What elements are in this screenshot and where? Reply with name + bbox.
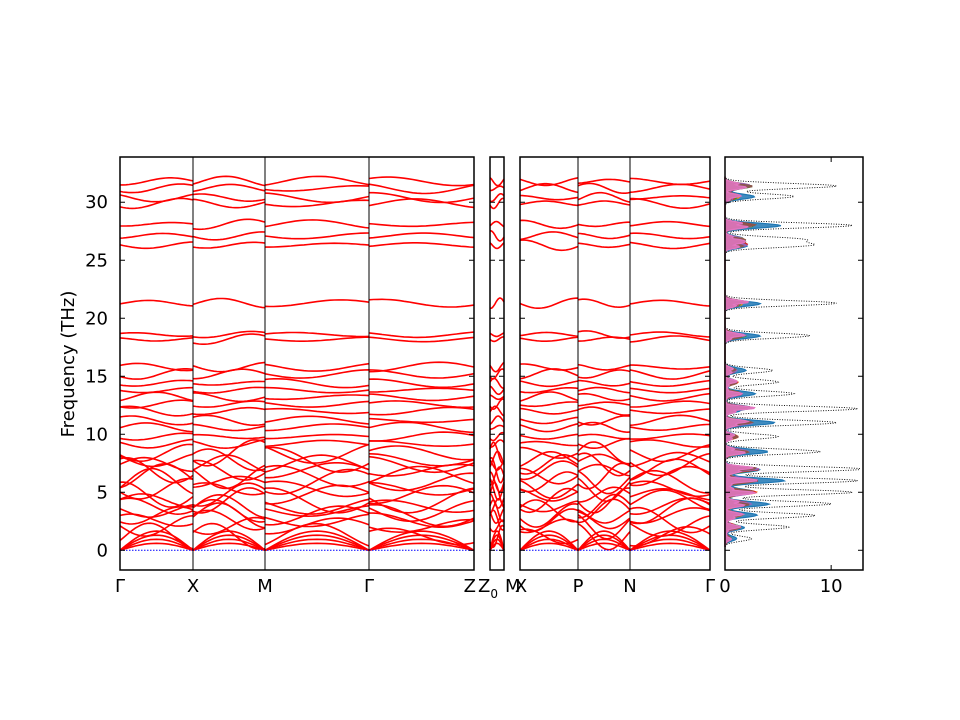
band-line [119, 239, 711, 252]
band-line [119, 421, 711, 434]
band-line [119, 361, 711, 373]
band-line [119, 522, 711, 551]
dos-x-tick-label: 10 [820, 576, 843, 597]
band-line [119, 182, 711, 195]
x-tick-label: Z [464, 576, 476, 597]
x-tick-label: Γ [115, 576, 125, 597]
band-line [119, 542, 711, 552]
x-tick-label: M [505, 576, 521, 597]
axes-frame [519, 156, 711, 571]
y-axis-label: Frequency (THz) [58, 291, 79, 438]
x-tick-label: P [573, 576, 584, 597]
y-tick-label: 5 [97, 482, 108, 503]
band-line [119, 330, 711, 339]
band-line [119, 229, 711, 242]
dos-x-tick-label: 0 [719, 576, 730, 597]
x-tick-label: Z0 [478, 576, 498, 601]
band-line [119, 197, 711, 210]
x-tick-label: X [187, 576, 199, 597]
y-tick-label: 15 [85, 366, 108, 387]
band-line [119, 414, 711, 427]
y-tick-label: 25 [85, 250, 108, 271]
x-tick-label: M [257, 576, 273, 597]
dos-curves [724, 176, 861, 547]
band-line [119, 446, 711, 473]
band-line [119, 377, 711, 390]
band-line [120, 218, 711, 231]
band-line [119, 438, 711, 450]
band-line [119, 398, 711, 411]
band-lines [119, 175, 711, 552]
x-tick-label: Γ [364, 576, 374, 597]
band-line [119, 506, 711, 534]
y-tick-label: 10 [85, 424, 108, 445]
x-tick-label: N [623, 576, 636, 597]
axes [119, 156, 864, 571]
y-tick-label: 30 [85, 192, 108, 213]
y-tick-label: 0 [97, 540, 108, 561]
x-tick-label: X [515, 576, 527, 597]
band-line [120, 175, 711, 187]
band-line [119, 431, 711, 442]
band-line [119, 385, 711, 396]
y-tick-label: 20 [85, 308, 108, 329]
band-line [119, 333, 711, 345]
band-line [119, 514, 711, 540]
band-line [119, 191, 711, 204]
band-line [119, 297, 711, 310]
axes-frame [724, 156, 864, 571]
x-tick-label: Γ [705, 576, 715, 597]
